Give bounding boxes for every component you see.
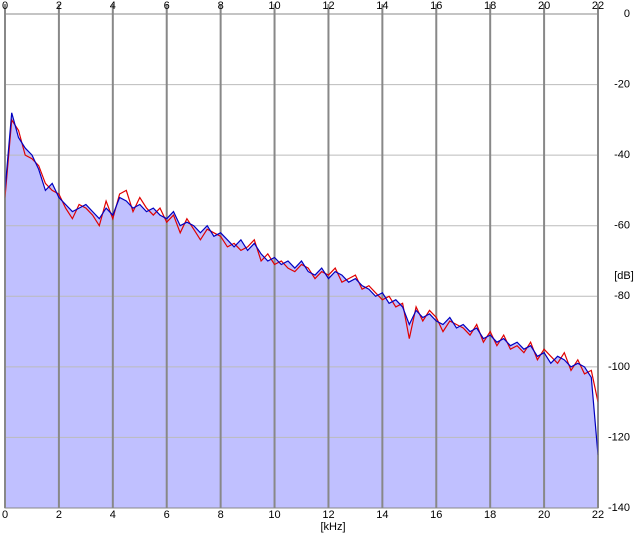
x-tick-label: 14 bbox=[376, 0, 388, 12]
x-tick-label: 2 bbox=[56, 509, 62, 521]
x-tick-label: 22 bbox=[592, 509, 604, 521]
x-tick-label: 16 bbox=[430, 0, 442, 12]
x-tick-label: 20 bbox=[538, 0, 550, 12]
spectrum-fill bbox=[5, 112, 598, 509]
x-tick-label: 6 bbox=[164, 0, 170, 12]
x-tick-label: 4 bbox=[110, 0, 116, 12]
y-tick-label: -80 bbox=[614, 290, 630, 302]
y-tick-label: 0 bbox=[624, 8, 630, 20]
x-axis-label: [kHz] bbox=[320, 521, 345, 533]
x-tick-label: 10 bbox=[268, 509, 280, 521]
x-tick-label: 2 bbox=[56, 0, 62, 12]
y-tick-label: -100 bbox=[608, 361, 630, 373]
spectrum-line bbox=[4, 118, 599, 403]
y-tick-label: -20 bbox=[614, 78, 630, 90]
x-tick-label: 22 bbox=[592, 0, 604, 12]
spectrum-line bbox=[4, 112, 599, 456]
x-tick-label: 18 bbox=[484, 509, 496, 521]
x-tick-label: 12 bbox=[322, 0, 334, 12]
plot-frame bbox=[4, 13, 599, 509]
x-tick-label: 12 bbox=[322, 509, 334, 521]
y-tick-label: -60 bbox=[614, 220, 630, 232]
y-tick-label: -40 bbox=[614, 149, 630, 161]
x-tick-label: 8 bbox=[218, 0, 224, 12]
x-tick-label: 0 bbox=[2, 509, 8, 521]
x-tick-label: 16 bbox=[430, 509, 442, 521]
x-tick-label: 14 bbox=[376, 509, 388, 521]
y-axis-label: [dB] bbox=[614, 270, 634, 282]
x-tick-label: 6 bbox=[164, 509, 170, 521]
y-tick-label: -140 bbox=[608, 502, 630, 514]
x-tick-label: 0 bbox=[2, 0, 8, 12]
x-tick-label: 10 bbox=[268, 0, 280, 12]
x-tick-label: 8 bbox=[218, 509, 224, 521]
x-tick-label: 20 bbox=[538, 509, 550, 521]
x-tick-label: 4 bbox=[110, 509, 116, 521]
x-tick-label: 18 bbox=[484, 0, 496, 12]
y-tick-label: -120 bbox=[608, 431, 630, 443]
